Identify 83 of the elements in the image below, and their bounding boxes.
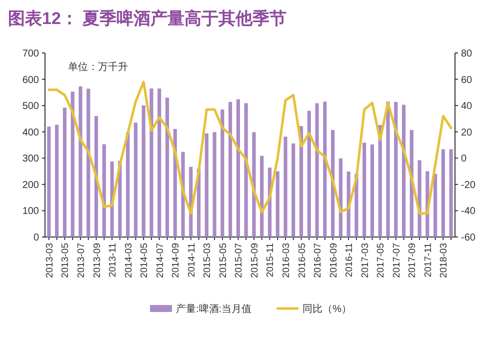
bar [94,116,98,237]
y-tick-label: 200 [22,180,40,191]
bar [260,156,264,237]
x-tick-label: 2013-05 [60,243,72,278]
bar [102,144,106,237]
bar [370,144,374,237]
x-tick-label: 2016-03 [280,243,292,278]
bar [307,110,311,237]
y-tick-label: 300 [22,154,40,165]
y2-tick-label: 80 [461,48,473,60]
x-tick-label: 2014-07 [154,243,166,278]
bar [362,142,366,237]
y-tick-label: 100 [22,206,40,218]
x-tick-label: 2015-05 [218,243,229,278]
legend-label: 同比（%） [302,303,352,315]
y2-tick-label: 60 [461,74,473,86]
x-tick-label: 2013-07 [76,243,87,278]
y-tick-label: 400 [22,127,40,138]
bar [292,143,296,237]
line-series [48,80,452,215]
x-tick-label: 2016-09 [328,243,340,278]
bar [78,86,82,237]
x-tick-label: 2015-09 [249,243,260,278]
x-tick-label: 2014-05 [139,243,150,278]
annotation: 单位：万千升 [68,61,128,73]
x-tick-label: 2016-07 [312,243,324,278]
bar [204,133,208,237]
bar [433,174,438,237]
bar [47,126,51,237]
x-tick-label: 2014-09 [170,243,182,278]
x-tick-label: 2013-03 [44,243,56,278]
y-tick-label: 700 [22,48,40,60]
x-tick-label: 2017-09 [407,243,418,278]
chart-title: 图表12： 夏季啤酒产量高于其他季节 [8,9,287,28]
bar [62,108,67,237]
x-tick-label: 2018-03 [438,243,450,278]
bar [236,99,240,237]
x-tick-label: 2017-05 [376,243,387,278]
y2-tick-label: 40 [461,101,473,112]
legend-label: 产量:啤酒:当月值 [176,303,252,315]
bar [126,132,130,237]
y2-tick-label: 20 [461,127,473,138]
bar [418,160,422,237]
bar [323,102,327,237]
bar [134,122,138,237]
bar [386,102,390,237]
y2-tick-label: -20 [461,180,476,191]
bar [276,171,280,237]
x-tick-label: 2014-11 [186,243,198,278]
bar [284,136,288,237]
bar [244,103,248,237]
bar [228,102,232,237]
bar [449,149,453,237]
y-tick-label: 0 [33,232,40,244]
bar [315,103,319,237]
bar [70,92,74,237]
bar [394,102,398,237]
x-tick-label: 2015-03 [202,243,214,278]
bar [212,132,216,237]
bar [158,88,162,237]
x-tick-label: 2014-03 [123,243,134,278]
y2-tick-label: -60 [461,232,476,244]
x-tick-label: 2015-07 [234,243,245,278]
bar [220,110,224,237]
bar [142,105,146,237]
x-tick-label: 2013-11 [108,243,119,278]
y2-tick-label: -40 [461,206,476,218]
x-tick-label: 2017-11 [422,243,434,278]
x-tick-label: 2016-11 [344,243,356,278]
bar [55,124,59,237]
x-tick-label: 2013-09 [92,243,103,278]
x-tick-label: 2017-03 [360,243,371,278]
bar [441,149,445,237]
y2-tick-label: 0 [461,154,467,165]
y-tick-label: 500 [22,101,40,112]
bar [150,88,154,237]
x-tick-label: 2015-11 [265,243,276,278]
bar [165,98,170,237]
x-tick-label: 2016-05 [296,243,308,278]
bar [86,88,90,237]
y-tick-label: 600 [22,74,40,86]
x-tick-label: 2017-07 [391,243,402,278]
bar [402,104,406,237]
